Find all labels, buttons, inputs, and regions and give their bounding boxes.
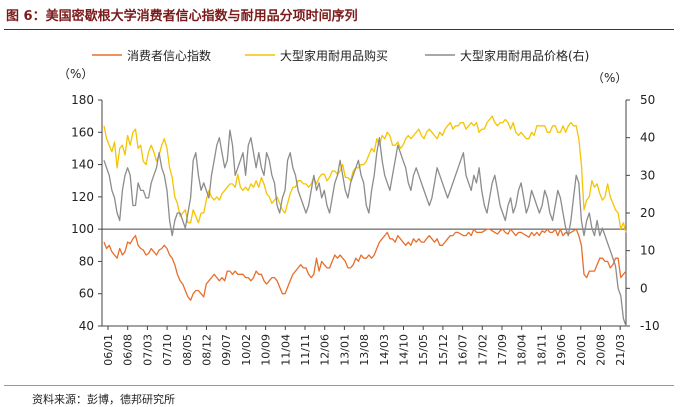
x-axis: 06/01 06/08 07/03 07/10 08/05 08/12 09/07 10/02…	[102, 326, 627, 366]
x-tick-label: 11/11	[299, 334, 312, 366]
x-tick-label: 21/03	[614, 334, 627, 366]
left-tick-label: 180	[71, 93, 94, 107]
x-tick-label: 20/01	[575, 334, 588, 366]
right-tick-label: 10	[640, 244, 655, 258]
x-tick-label: 12/06	[319, 334, 332, 366]
x-tick-label: 06/08	[122, 334, 135, 366]
x-tick-label: 19/06	[555, 334, 568, 366]
x-tick-label: 07/03	[141, 334, 154, 366]
right-tick-label: 30	[640, 168, 655, 182]
left-tick-label: 120	[71, 190, 94, 204]
left-axis: 40 60 80 100 120 140 160 180	[71, 93, 102, 333]
durables-price-line	[103, 129, 627, 327]
x-tick-label: 06/01	[102, 334, 115, 366]
legend: 消费者信心指数 大型家用耐用品购买 大型家用耐用品价格(右)	[92, 48, 589, 63]
legend-label-price: 大型家用耐用品价格(右)	[460, 48, 589, 63]
right-tick-label: 40	[640, 131, 655, 145]
x-tick-label: 15/12	[437, 334, 450, 366]
chart-title: 图 6：美国密歇根大学消费者信心指数与耐用品分项时间序列	[6, 9, 358, 24]
x-tick-label: 15/05	[417, 334, 430, 366]
x-tick-label: 09/07	[220, 334, 233, 366]
left-axis-unit: （%）	[58, 67, 93, 81]
x-tick-label: 17/02	[476, 334, 489, 366]
right-tick-label: -10	[640, 319, 660, 333]
sentiment-line	[103, 228, 627, 301]
legend-label-buying: 大型家用耐用品购买	[280, 48, 388, 63]
durables-buying-line	[103, 115, 627, 233]
series-layer	[103, 115, 627, 327]
x-tick-label: 10/09	[260, 334, 273, 366]
x-tick-label: 13/01	[338, 334, 351, 366]
left-tick-label: 140	[71, 158, 94, 172]
source-note: 资料来源：彭博，德邦研究所	[32, 393, 175, 406]
x-tick-label: 18/04	[516, 334, 529, 366]
right-tick-label: 20	[640, 206, 655, 220]
x-tick-label: 18/11	[535, 334, 548, 366]
left-tick-label: 80	[79, 254, 94, 268]
x-tick-label: 13/08	[358, 334, 371, 366]
x-tick-label: 17/09	[496, 334, 509, 366]
legend-label-sentiment: 消费者信心指数	[127, 48, 211, 63]
footer-divider	[4, 385, 674, 386]
x-tick-label: 20/08	[594, 334, 607, 366]
x-tick-label: 14/03	[378, 334, 391, 366]
title-divider	[4, 29, 674, 30]
left-tick-label: 160	[71, 125, 94, 139]
x-tick-label: 10/02	[240, 334, 253, 366]
left-tick-label: 100	[71, 222, 94, 236]
x-tick-label: 14/10	[397, 334, 410, 366]
x-tick-label: 11/04	[279, 334, 292, 366]
left-tick-label: 60	[79, 287, 94, 301]
right-axis-unit: （%）	[592, 71, 627, 85]
right-axis: -10 0 10 20 30 40 50	[626, 93, 660, 333]
x-tick-label: 07/10	[161, 334, 174, 366]
x-tick-label: 08/05	[181, 334, 194, 366]
x-tick-label: 16/07	[457, 334, 470, 366]
right-tick-label: 50	[640, 93, 655, 107]
right-tick-label: 0	[640, 281, 648, 295]
x-tick-label: 08/12	[200, 334, 213, 366]
left-tick-label: 40	[79, 319, 94, 333]
